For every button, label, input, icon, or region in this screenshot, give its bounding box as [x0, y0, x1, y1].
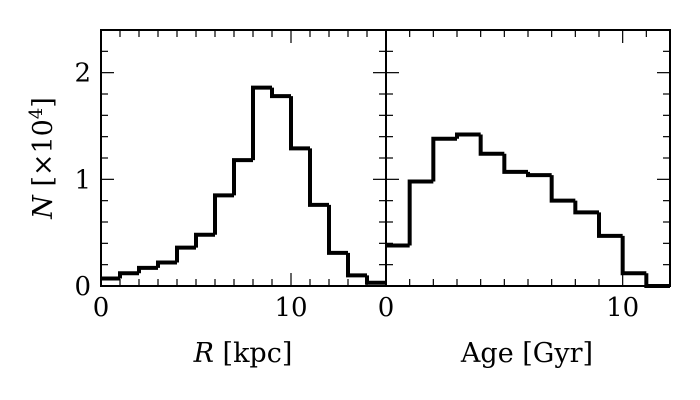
x-axis-label-radius: R [kpc]	[193, 338, 293, 369]
histogram-bin	[156, 260, 177, 268]
histogram-bin	[573, 200, 599, 215]
histogram-bin	[455, 132, 481, 139]
panel-2: 0 10	[378, 29, 671, 323]
histogram-bin	[213, 193, 234, 235]
histogram-bin	[270, 87, 291, 99]
histogram-panels: 0 10 0 1 2 0 10	[74, 29, 671, 323]
y-tick-label: 2	[74, 59, 91, 89]
histogram-bin	[365, 275, 386, 285]
histogram-bin	[175, 245, 196, 263]
histogram-bin	[346, 252, 367, 278]
histogram-bin	[137, 265, 158, 274]
histogram-bin	[327, 204, 348, 255]
y-tick-label: 0	[74, 272, 91, 302]
histogram-bin	[251, 85, 272, 161]
histogram-bin	[232, 158, 253, 196]
histogram-bin	[194, 232, 215, 248]
histogram-bin	[549, 175, 576, 203]
histogram-bin	[502, 153, 528, 174]
y-tick-label: 1	[74, 165, 91, 195]
histogram-bin	[289, 96, 310, 151]
panel-frame	[385, 29, 671, 287]
panel-1: 0 10 0 1 2	[74, 29, 387, 323]
x-tick-label: 0	[93, 293, 110, 323]
histogram-bin	[526, 171, 552, 178]
x-tick-label: 10	[274, 293, 307, 323]
histogram-bin	[478, 134, 505, 156]
histogram-bin	[407, 179, 434, 246]
panel-frame	[100, 29, 387, 287]
x-tick-label: 10	[606, 293, 639, 323]
histogram-bin	[620, 235, 647, 276]
x-tick-label: 0	[378, 293, 395, 323]
histogram-bin	[644, 273, 670, 288]
histogram-bin	[308, 148, 329, 207]
y-axis-label: N [×104]	[26, 97, 59, 220]
histogram-bin	[597, 212, 623, 238]
histogram-bin	[118, 271, 139, 279]
x-axis-label-age: Age [Gyr]	[460, 338, 593, 369]
histogram-bin	[431, 136, 457, 182]
